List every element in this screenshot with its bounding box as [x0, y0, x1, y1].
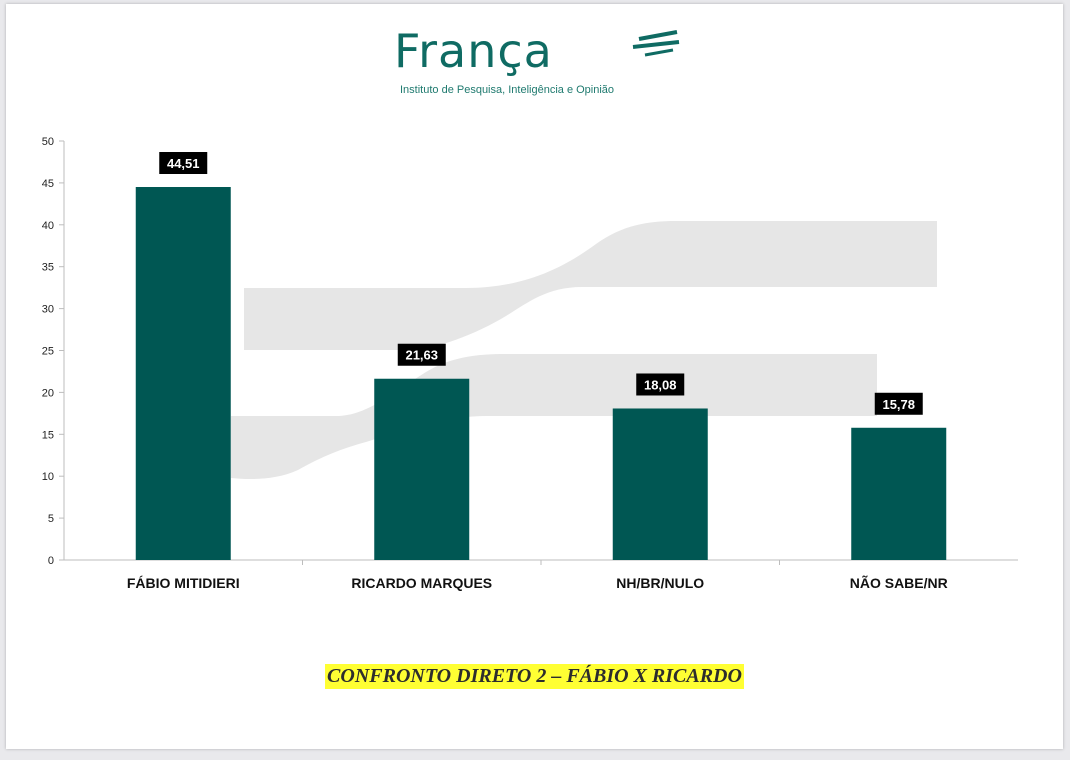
bar	[135, 187, 231, 560]
chart-caption: CONFRONTO DIRETO 2 – FÁBIO X RICARDO	[6, 664, 1063, 689]
y-tick-label: 40	[42, 220, 54, 232]
category-label: RICARDO MARQUES	[351, 575, 492, 591]
y-tick-label: 15	[42, 429, 54, 441]
y-tick-label: 50	[42, 136, 54, 148]
y-tick-label: 30	[42, 304, 54, 316]
bar	[851, 427, 947, 560]
logo-lines-icon	[632, 30, 680, 57]
category-label: FÁBIO MITIDIERI	[127, 575, 240, 591]
category-label: NÃO SABE/NR	[850, 574, 948, 591]
data-label: 21,63	[405, 348, 438, 363]
y-tick-label: 45	[42, 178, 54, 190]
data-label: 44,51	[167, 156, 200, 171]
logo-wordmark: França	[394, 24, 553, 78]
bar	[374, 378, 470, 560]
y-tick-label: 25	[42, 346, 54, 358]
data-label-box	[874, 392, 923, 415]
bar	[612, 408, 708, 560]
caption-text: CONFRONTO DIRETO 2 – FÁBIO X RICARDO	[325, 664, 744, 689]
data-label: 18,08	[644, 377, 677, 392]
category-label: NH/BR/NULO	[616, 575, 704, 591]
data-label-box	[636, 373, 685, 396]
logo-tagline: Instituto de Pesquisa, Inteligência e Op…	[400, 84, 615, 96]
data-label: 15,78	[882, 397, 915, 412]
y-tick-label: 0	[48, 555, 54, 567]
y-tick-label: 20	[42, 387, 54, 399]
watermark-ribbon	[231, 221, 937, 480]
data-label-box	[397, 343, 446, 366]
y-tick-label: 5	[48, 513, 54, 525]
y-tick-label: 10	[42, 471, 54, 483]
franca-logo: França Instituto de Pesquisa, Inteligênc…	[391, 22, 691, 102]
bar-chart: 0 5 10 15 20 25 30 35 40 45 50 FÁBIO MITIDIERI RICAR…	[42, 136, 1018, 591]
report-sheet: França Instituto de Pesquisa, Inteligênc…	[6, 4, 1063, 749]
data-label-box	[159, 152, 208, 175]
y-tick-label: 35	[42, 262, 54, 274]
